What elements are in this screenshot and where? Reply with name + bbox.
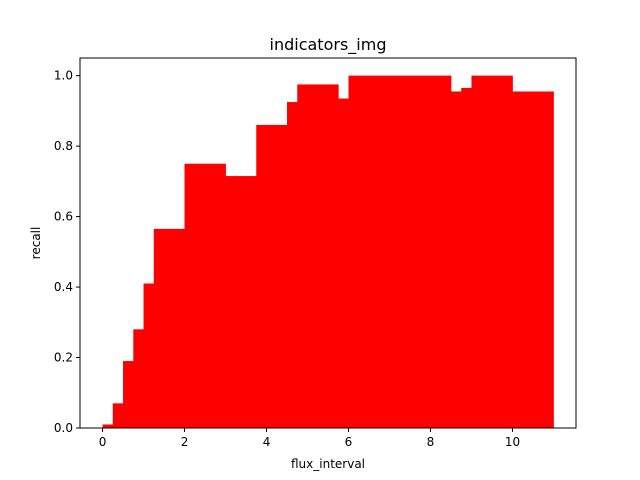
bar-9 <box>287 102 298 429</box>
bar-1 <box>112 403 124 428</box>
bar-2 <box>123 361 134 428</box>
bar-4 <box>143 283 155 428</box>
bar-7 <box>225 176 257 428</box>
plot-frame <box>79 57 577 429</box>
x-tick-label: 6 <box>345 435 353 449</box>
bar-0 <box>102 424 114 428</box>
bar-12 <box>348 75 452 428</box>
bar-11 <box>338 98 349 429</box>
y-tick-label: 0.2 <box>54 351 73 365</box>
x-tick-label: 10 <box>505 435 520 449</box>
x-axis-ticks: 0 2 4 6 8 10 <box>99 428 520 449</box>
y-tick-label: 0.0 <box>54 421 73 435</box>
chart-title: indicators_img <box>270 35 387 55</box>
bar-16 <box>512 91 554 428</box>
bar-14 <box>461 87 472 428</box>
bar-10 <box>297 84 339 428</box>
bars <box>102 75 554 429</box>
bar-3 <box>133 329 144 428</box>
y-tick-label: 1.0 <box>54 69 73 83</box>
x-tick-label: 0 <box>99 435 107 449</box>
bar-5 <box>153 228 185 428</box>
y-tick-label: 0.6 <box>54 210 73 224</box>
y-tick-label: 0.8 <box>54 139 73 153</box>
bar-15 <box>471 75 513 428</box>
x-tick-label: 4 <box>263 435 271 449</box>
x-tick-label: 8 <box>427 435 435 449</box>
bar-6 <box>184 163 226 428</box>
bar-13 <box>450 91 462 428</box>
x-tick-label: 2 <box>181 435 189 449</box>
y-axis-label: recall <box>29 227 43 260</box>
bar-8 <box>256 124 288 428</box>
x-axis-label: flux_interval <box>291 457 365 471</box>
y-axis-ticks: 0.0 0.2 0.4 0.6 0.8 1.0 <box>54 69 80 435</box>
y-tick-label: 0.4 <box>54 280 73 294</box>
